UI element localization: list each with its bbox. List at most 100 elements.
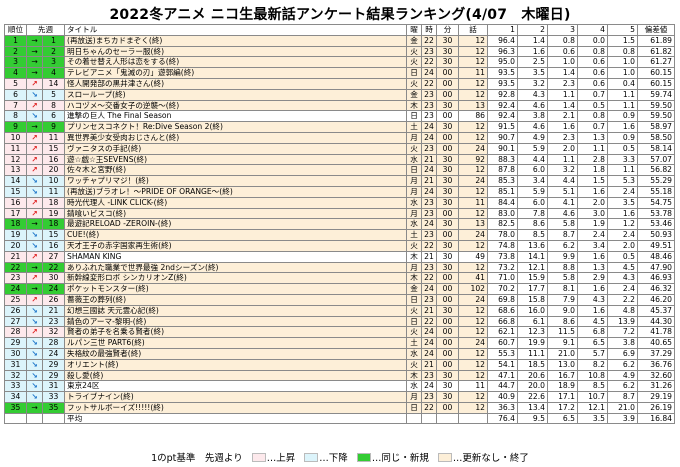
day-cell: 金: [406, 283, 422, 295]
score-3-cell: 9.1: [547, 337, 578, 349]
trend-arrow: ↘: [26, 347, 43, 360]
score-2-cell: 18.5: [517, 358, 548, 371]
trend-arrow: ↗: [26, 293, 43, 306]
table-row: 16 ↗ 18 時光代理人 -LINK CLICK-(終) 水 23 30 11 84.4 6.0…: [4, 196, 675, 209]
score-1-cell: 68.6: [487, 304, 518, 317]
score-3-cell: 8.8: [547, 261, 578, 274]
score-1-cell: 92.8: [487, 88, 518, 101]
score-1-cell: 93.5: [487, 77, 518, 90]
score-4-cell: 6.8: [577, 326, 608, 339]
score-4-cell: 2.4: [577, 229, 608, 241]
episode-cell: 92: [458, 153, 488, 166]
minute-cell: 30: [436, 175, 459, 187]
trend-arrow: ↗: [26, 153, 43, 166]
score-5-cell: 0.5: [607, 250, 638, 263]
deviation-cell: 47.90: [637, 261, 675, 274]
hour-cell: 23: [421, 196, 437, 209]
title-cell: ルパン三世 PART6(終): [64, 337, 407, 349]
table-row: 8 ↘ 6 進撃の巨人 The Final Season 日 23 00 86 92.4 3.8 2…: [4, 110, 675, 123]
trend-arrow: ↗: [26, 99, 43, 112]
score-2-cell: 14.1: [517, 250, 548, 263]
deviation-cell: 26.19: [637, 401, 675, 414]
prev-rank-cell: 23: [42, 315, 65, 328]
minute-cell: 30: [436, 45, 459, 58]
minute-cell: 00: [436, 229, 459, 241]
score-1-cell: 71.0: [487, 272, 518, 285]
table-row: 14 ↘ 10 ワッチャプリマジ！(終) 月 21 30 24 85.3 3.4 4.4 1.5 5.3…: [4, 175, 675, 187]
score-3-cell: 8.7: [547, 229, 578, 241]
episode-cell: 12: [458, 261, 488, 274]
rank-cell: 9: [4, 121, 27, 133]
day-cell: 月: [406, 207, 422, 220]
title-cell: 新幹線変形ロボ シンカリオンZ(終): [64, 272, 407, 285]
score-3-cell: 4.6: [547, 207, 578, 220]
score-4-cell: 1.5: [577, 175, 608, 187]
day-cell: 日: [406, 315, 422, 328]
score-1-cell: 60.7: [487, 337, 518, 349]
score-2-cell: 4.6: [517, 99, 548, 112]
deviation-cell: 50.93: [637, 229, 675, 241]
trend-arrow: ↘: [26, 110, 43, 123]
header-score-1: 1: [487, 24, 518, 36]
trend-arrow: ↗: [26, 164, 43, 177]
episode-cell: 12: [458, 77, 488, 90]
rank-cell: 18: [4, 218, 27, 231]
trend-arrow: ↗: [26, 196, 43, 209]
header-minute: 分: [436, 24, 459, 36]
table-row: 4 → 4 テレビアニメ「鬼滅の刃」遊郭編(終) 日 24 00 11 93.5 3.5 1.4 0.…: [4, 67, 675, 79]
score-1-cell: 36.3: [487, 401, 518, 414]
score-4-cell: 4.5: [577, 315, 608, 328]
rank-cell: 6: [4, 88, 27, 101]
rank-cell: 25: [4, 293, 27, 306]
table-row: 24 → 24 ポケットモンスター(終) 金 24 00 102 70.2 17.7 8.1 1.6 2…: [4, 283, 675, 295]
ranking-table: 順位 先週 タイトル 曜 時 分 話 1 2 3 4 5 偏差値 1 → 1 (再放送…: [4, 24, 675, 425]
day-cell: 木: [406, 369, 422, 382]
title-cell: ワッチャプリマジ！(終): [64, 175, 407, 187]
episode-cell: 12: [458, 56, 488, 69]
score-2-cell: 6.0: [517, 164, 548, 177]
score-4-cell: 1.6: [577, 304, 608, 317]
rank-cell: 5: [4, 77, 27, 90]
score-2-cell: 15.8: [517, 293, 548, 306]
day-cell: 金: [406, 88, 422, 101]
title-cell: (再放送)まちカドまぞく(終): [64, 34, 407, 47]
score-1-cell: 87.8: [487, 164, 518, 177]
score-3-cell: 1.1: [547, 88, 578, 101]
deviation-cell: 54.75: [637, 196, 675, 209]
score-1-cell: 93.5: [487, 67, 518, 79]
table-row: 33 ↘ 31 東京24区水 24 30 11 44.7 20.0 18.9 8.5 6.2 31.26: [4, 380, 675, 393]
score-1-cell: 78.0: [487, 229, 518, 241]
score-2-cell: 8.6: [517, 218, 548, 231]
score-5-cell: 4.5: [607, 261, 638, 274]
score-4-cell: 0.6: [577, 67, 608, 79]
table-row: 23 ↗ 30 新幹線変形ロボ シンカリオンZ(終) 木 22 00 41 71.0 15.9 5.…: [4, 272, 675, 285]
legend-swatch-up: [251, 453, 266, 462]
title-cell: 時光代理人 -LINK CLICK-(終): [64, 196, 407, 209]
score-4-cell: 10.8: [577, 369, 608, 382]
table-row: 18 → 18 最遊記RELOAD -ZEROIN-(終) 水 24 30 13 82.5 8.6…: [4, 218, 675, 231]
trend-arrow: →: [26, 34, 43, 47]
score-5-cell: 3.8: [607, 337, 638, 349]
minute-cell: 00: [436, 358, 459, 371]
hour-cell: 24: [421, 380, 437, 393]
score-2-cell: 13.6: [517, 239, 548, 252]
table-row: 5 ↗ 14 怪人開発部の黒井津さん(終) 火 22 00 12 93.5 3.2 2.3 0.6 0.…: [4, 77, 675, 90]
rank-cell: 26: [4, 304, 27, 317]
score-1-cell: 85.3: [487, 175, 518, 187]
minute-cell: 30: [436, 304, 459, 317]
day-cell: 水: [406, 153, 422, 166]
deviation-cell: 41.78: [637, 326, 675, 339]
score-2-cell: 3.2: [517, 77, 548, 90]
deviation-cell: 60.15: [637, 77, 675, 90]
day-cell: 日: [406, 67, 422, 79]
score-1-cell: 90.7: [487, 131, 518, 144]
header-rank: 順位: [4, 24, 27, 36]
score-4-cell: 0.5: [577, 99, 608, 112]
hour-cell: 21: [421, 250, 437, 263]
table-row: 35 → 35 フットサルボーイズ!!!!!(終) 日 22 00 12 36.3 13.4 17.…: [4, 401, 675, 414]
episode-cell: 49: [458, 250, 488, 263]
trend-arrow: ↗: [26, 326, 43, 339]
prev-rank-cell: 1: [42, 34, 65, 47]
deviation-cell: 31.26: [637, 380, 675, 393]
minute-cell: 00: [436, 293, 459, 306]
